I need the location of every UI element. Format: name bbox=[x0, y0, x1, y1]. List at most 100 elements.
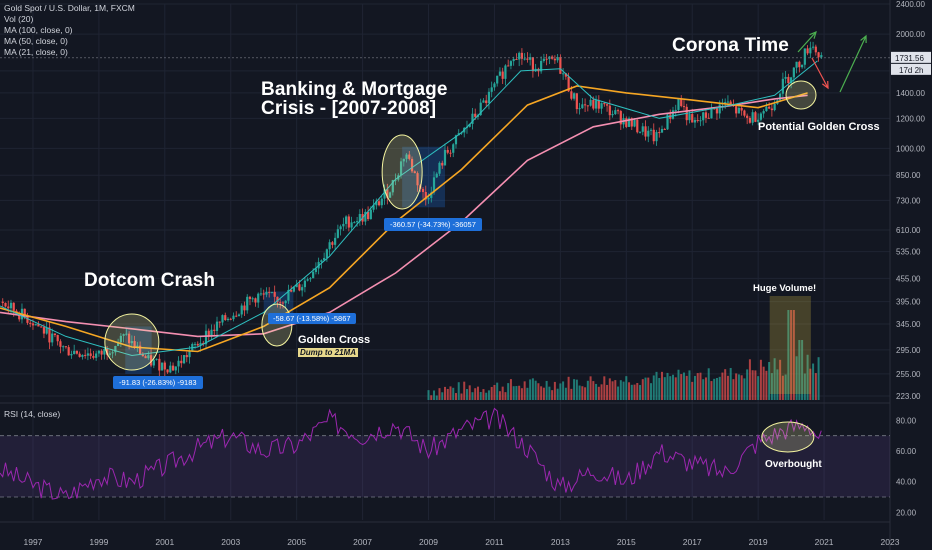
candle-body bbox=[232, 315, 235, 320]
candle-body bbox=[383, 189, 386, 199]
volume-bar bbox=[625, 376, 628, 400]
candle-body bbox=[284, 300, 287, 304]
volume-bar bbox=[773, 358, 776, 400]
measure-label-dotcom[interactable]: -91.83 (-26.83%) -9183 bbox=[113, 376, 203, 389]
volume-bar bbox=[526, 387, 529, 400]
volume-bar bbox=[515, 386, 518, 400]
candle-body bbox=[290, 289, 293, 292]
rsi-line[interactable] bbox=[0, 407, 822, 500]
candle-body bbox=[174, 366, 177, 371]
volume-bar bbox=[562, 381, 565, 400]
candle-body bbox=[641, 126, 644, 132]
volume-bar bbox=[798, 340, 801, 400]
candle-body bbox=[218, 321, 221, 323]
candle-body bbox=[141, 354, 144, 357]
candle-body bbox=[427, 197, 430, 200]
candle-body bbox=[512, 59, 515, 62]
measure-label-2004[interactable]: -58.67 (-13.58%) -5867 bbox=[268, 313, 356, 324]
time-tick-label: 2019 bbox=[749, 537, 768, 547]
candle-body bbox=[562, 73, 565, 75]
candle-body bbox=[103, 348, 106, 355]
candle-body bbox=[735, 106, 738, 114]
candle-body bbox=[573, 93, 576, 99]
candle-body bbox=[564, 73, 567, 77]
annotation-dotcom-crash: Dotcom Crash bbox=[84, 270, 216, 291]
volume-bar bbox=[573, 379, 576, 400]
volume-bar bbox=[493, 384, 496, 400]
volume-bar bbox=[781, 375, 784, 400]
candle-body bbox=[323, 257, 326, 261]
candle-body bbox=[726, 101, 730, 103]
highlight-circle-2008[interactable] bbox=[381, 134, 423, 210]
candle-body bbox=[26, 316, 29, 323]
candle-body bbox=[31, 323, 35, 326]
candle-body bbox=[638, 131, 642, 133]
candle-body bbox=[493, 83, 496, 88]
volume-bar bbox=[454, 393, 457, 400]
candle-body bbox=[768, 106, 771, 109]
volume-bar bbox=[806, 354, 809, 400]
volume-bar bbox=[674, 377, 677, 400]
candle-body bbox=[748, 117, 752, 123]
arrow-up-long[interactable] bbox=[839, 35, 867, 93]
candle-body bbox=[438, 162, 441, 174]
candle-body bbox=[51, 333, 54, 343]
candle-body bbox=[625, 118, 628, 127]
last-price-badge bbox=[891, 51, 931, 63]
candle-body bbox=[468, 123, 471, 127]
candle-body bbox=[608, 105, 611, 116]
arrow-up-short-head bbox=[809, 30, 817, 39]
candle-body bbox=[262, 293, 265, 295]
time-tick-label: 2003 bbox=[221, 537, 240, 547]
vol-indicator-label[interactable]: Vol (20) bbox=[4, 14, 34, 24]
candle-body bbox=[567, 76, 570, 92]
candle-body bbox=[630, 118, 633, 127]
candle-body bbox=[542, 58, 545, 61]
volume-bar bbox=[746, 369, 749, 400]
ma21-indicator-label[interactable]: MA (21, close, 0) bbox=[4, 47, 68, 57]
volume-bar bbox=[748, 359, 751, 400]
time-tick-label: 2021 bbox=[815, 537, 834, 547]
highlight-circle-dotcom[interactable] bbox=[104, 313, 160, 371]
volume-bar bbox=[751, 370, 754, 400]
countdown-badge bbox=[891, 63, 931, 75]
volume-bar bbox=[595, 383, 598, 400]
candle-body bbox=[287, 289, 290, 301]
volume-bar bbox=[479, 391, 482, 400]
highlight-circle-overbought[interactable] bbox=[761, 421, 815, 453]
arrow-up-short[interactable] bbox=[797, 31, 817, 53]
rsi-tick-label: 60.00 bbox=[896, 447, 917, 456]
volume-bar bbox=[518, 385, 521, 400]
time-tick-label: 2017 bbox=[683, 537, 702, 547]
time-tick-label: 2005 bbox=[287, 537, 306, 547]
candle-body bbox=[364, 211, 367, 222]
ma21-line[interactable] bbox=[0, 60, 818, 357]
ma50-line[interactable] bbox=[0, 85, 808, 353]
volume-bar bbox=[696, 373, 699, 400]
volume-bar bbox=[446, 388, 449, 400]
highlight-circle-golden-cross[interactable] bbox=[261, 303, 293, 347]
candle-body bbox=[644, 126, 647, 137]
volume-bar bbox=[619, 380, 622, 400]
candle-body bbox=[114, 345, 117, 353]
candle-body bbox=[424, 191, 427, 200]
arrow-down[interactable] bbox=[811, 57, 829, 89]
volume-bar bbox=[468, 385, 471, 400]
price-tick-label: 1200.00 bbox=[896, 114, 925, 123]
ma100-line[interactable] bbox=[0, 94, 808, 338]
candle-body bbox=[171, 365, 175, 371]
ma100-indicator-label[interactable]: MA (100, close, 0) bbox=[4, 25, 73, 35]
candle-body bbox=[130, 341, 133, 344]
candle-body bbox=[416, 173, 419, 186]
candle-body bbox=[375, 201, 378, 206]
ma50-indicator-label[interactable]: MA (50, close, 0) bbox=[4, 36, 68, 46]
candle-body bbox=[240, 305, 243, 315]
rsi-tick-label: 80.00 bbox=[896, 416, 917, 425]
candle-body bbox=[496, 75, 499, 84]
measure-label-2008[interactable]: -360.57 (-34.73%) -36057 bbox=[384, 218, 482, 231]
highlight-circle-potential[interactable] bbox=[785, 80, 817, 110]
rsi-indicator-label[interactable]: RSI (14, close) bbox=[4, 409, 61, 419]
candle-body bbox=[743, 110, 746, 116]
